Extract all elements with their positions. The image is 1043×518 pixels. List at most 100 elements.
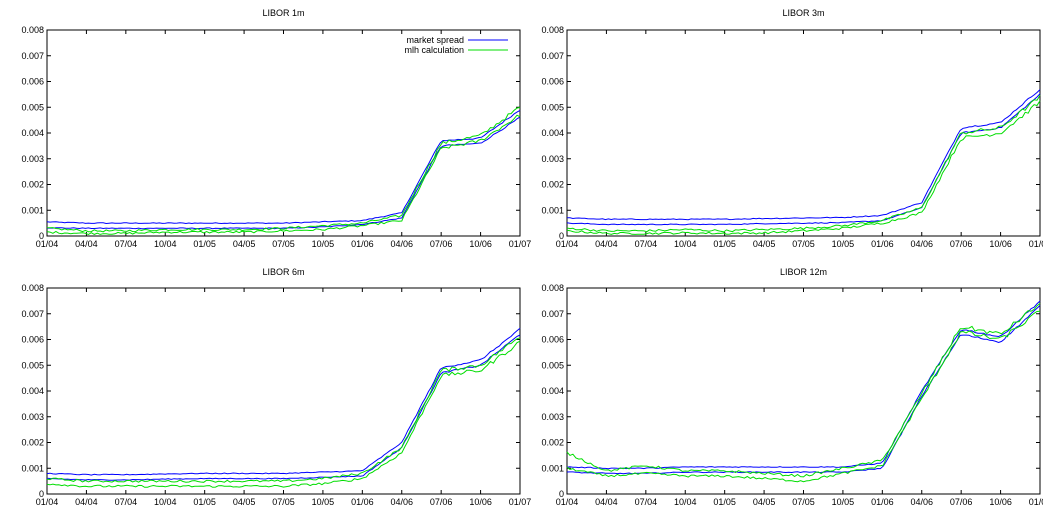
- series-line-market-spread-2: [566, 93, 1041, 226]
- x-tick-label: 10/05: [312, 497, 335, 507]
- chart-panel-3: LIBOR 6m 0 0.001 0.002 0.003 0.004 0.005 0.006 0…: [21, 267, 531, 507]
- x-tick-label: 01/04: [556, 239, 579, 249]
- series-line-mlh-calculation-2: [566, 100, 1041, 235]
- series-line-market-spread-1: [46, 327, 521, 476]
- y-tick-label: 0.001: [21, 205, 44, 215]
- x-tick-label: 01/05: [713, 497, 736, 507]
- y-tick-label: 0.005: [21, 360, 44, 370]
- plot-frame: [46, 29, 521, 237]
- series-line-mlh-calculation-1: [46, 337, 521, 483]
- x-tick-label: 10/06: [469, 239, 492, 249]
- y-tick-label: 0.008: [541, 25, 564, 35]
- x-tick-label: 10/06: [989, 497, 1012, 507]
- x-tick-label: 07/06: [430, 239, 453, 249]
- x-tick-label: 01/06: [351, 239, 374, 249]
- x-tick-label: 01/04: [556, 497, 579, 507]
- series-line-market-spread-2: [566, 305, 1041, 475]
- y-tick-label: 0: [559, 231, 564, 241]
- x-tick-label: 01/04: [36, 239, 59, 249]
- x-tick-label: 07/06: [950, 239, 973, 249]
- y-tick-label: 0.007: [21, 309, 44, 319]
- y-tick-label: 0.001: [541, 205, 564, 215]
- y-tick-label: 0.004: [21, 128, 44, 138]
- y-tick-label: 0.006: [541, 335, 564, 345]
- y-tick-label: 0.005: [21, 102, 44, 112]
- x-tick-label: 04/05: [233, 497, 256, 507]
- x-tick-label: 07/05: [792, 239, 815, 249]
- y-tick-label: 0.005: [541, 360, 564, 370]
- x-tick-label: 04/05: [753, 239, 776, 249]
- chart-title: LIBOR 3m: [782, 8, 824, 18]
- x-tick-label: 10/06: [989, 239, 1012, 249]
- y-tick-label: 0.001: [21, 463, 44, 473]
- x-tick-label: 07/04: [115, 239, 138, 249]
- x-tick-label: 07/04: [115, 497, 138, 507]
- x-tick-label: 07/06: [950, 497, 973, 507]
- y-tick-label: 0.006: [541, 77, 564, 87]
- x-tick-label: 04/04: [75, 239, 98, 249]
- series-line-market-spread-1: [567, 89, 1041, 221]
- x-tick-label: 10/04: [154, 497, 177, 507]
- y-tick-label: 0.007: [21, 51, 44, 61]
- x-tick-label: 01/07: [509, 239, 532, 249]
- x-tick-label: 07/06: [430, 497, 453, 507]
- x-tick-label: 04/06: [390, 497, 413, 507]
- x-tick-label: 07/05: [272, 239, 295, 249]
- x-tick-label: 04/04: [595, 239, 618, 249]
- series-line-market-spread-2: [47, 116, 521, 230]
- y-tick-label: 0.008: [21, 25, 44, 35]
- y-tick-label: 0.003: [541, 154, 564, 164]
- x-tick-label: 10/06: [469, 497, 492, 507]
- x-tick-label: 01/05: [193, 239, 216, 249]
- x-tick-label: 07/04: [635, 497, 658, 507]
- x-tick-label: 01/06: [871, 239, 894, 249]
- series-line-mlh-calculation-2: [566, 310, 1041, 483]
- chart-title: LIBOR 6m: [262, 267, 304, 277]
- x-tick-label: 04/05: [233, 239, 256, 249]
- x-tick-label: 04/06: [910, 497, 933, 507]
- x-tick-label: 01/07: [509, 497, 532, 507]
- plot-frame: [46, 287, 521, 495]
- chart-panel-1: LIBOR 1m 0 0.001 0.002 0.003 0.004 0.005 0.006 0…: [21, 8, 531, 249]
- y-tick-label: 0.004: [541, 386, 564, 396]
- x-tick-label: 07/05: [792, 497, 815, 507]
- y-tick-label: 0.004: [21, 386, 44, 396]
- x-tick-label: 07/05: [272, 497, 295, 507]
- y-tick-label: 0.004: [541, 128, 564, 138]
- x-tick-label: 10/05: [832, 239, 855, 249]
- y-tick-label: 0.003: [21, 154, 44, 164]
- x-tick-label: 10/05: [312, 239, 335, 249]
- x-tick-label: 10/04: [154, 239, 177, 249]
- y-tick-label: 0.003: [541, 412, 564, 422]
- y-tick-label: 0.006: [21, 77, 44, 87]
- x-tick-label: 07/04: [635, 239, 658, 249]
- x-tick-label: 10/05: [832, 497, 855, 507]
- plot-frame: [566, 287, 1041, 495]
- y-tick-label: 0.007: [541, 309, 564, 319]
- series-line-market-spread-2: [46, 334, 521, 481]
- y-tick-label: 0.002: [541, 438, 564, 448]
- x-tick-label: 01/04: [36, 497, 59, 507]
- chart-title: LIBOR 12m: [780, 267, 827, 277]
- series-line-mlh-calculation-1: [46, 106, 521, 233]
- x-tick-label: 10/04: [674, 239, 697, 249]
- x-tick-label: 10/04: [674, 497, 697, 507]
- x-tick-label: 04/06: [910, 239, 933, 249]
- chart-panel-2: LIBOR 3m 0 0.001 0.002 0.003 0.004 0.005 0.006 0…: [541, 8, 1043, 249]
- y-tick-label: 0: [39, 231, 44, 241]
- y-tick-label: 0.002: [21, 438, 44, 448]
- chart-panel-4: LIBOR 12m 0 0.001 0.002 0.003 0.004 0.005 0.006…: [541, 267, 1043, 507]
- series-line-mlh-calculation-2: [46, 340, 521, 488]
- y-tick-label: 0: [39, 489, 44, 499]
- x-tick-label: 01/07: [1029, 497, 1043, 507]
- chart-title: LIBOR 1m: [262, 8, 304, 18]
- series-line-mlh-calculation-2: [46, 114, 521, 236]
- y-tick-label: 0.006: [21, 335, 44, 345]
- series-line-market-spread-1: [46, 109, 521, 225]
- series-line-mlh-calculation-1: [566, 94, 1041, 233]
- series-line-market-spread-1: [566, 300, 1041, 470]
- x-tick-label: 01/05: [713, 239, 736, 249]
- x-tick-label: 04/05: [753, 497, 776, 507]
- y-tick-label: 0.001: [541, 463, 564, 473]
